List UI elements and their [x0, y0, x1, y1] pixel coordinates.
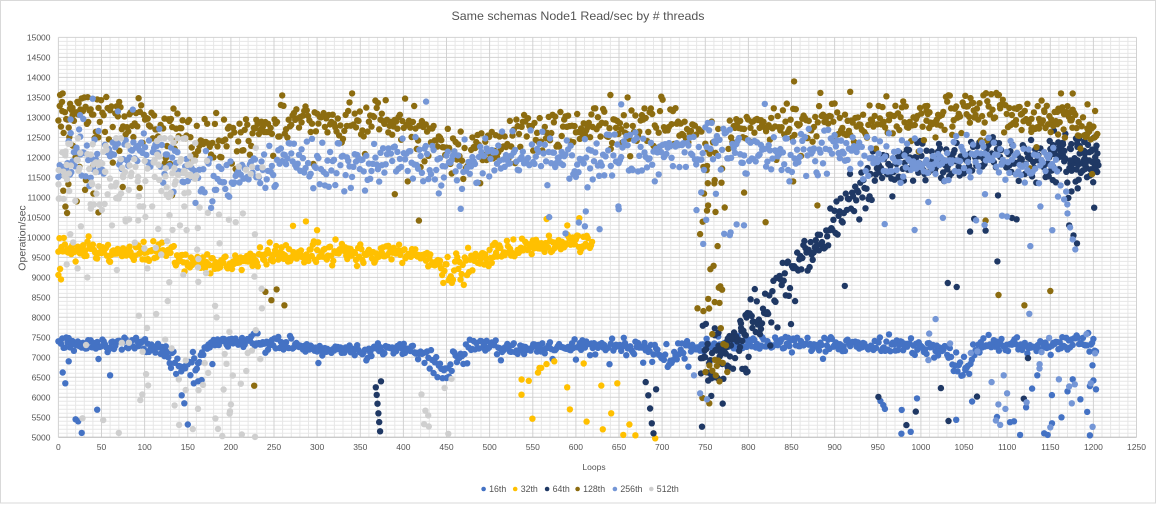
svg-text:7500: 7500	[32, 332, 51, 342]
svg-text:550: 550	[526, 442, 540, 452]
svg-text:16th: 16th	[489, 484, 506, 494]
svg-text:5500: 5500	[32, 412, 51, 422]
svg-text:500: 500	[483, 442, 497, 452]
svg-text:14000: 14000	[27, 72, 51, 82]
svg-text:6000: 6000	[32, 392, 51, 402]
svg-text:14500: 14500	[27, 52, 51, 62]
svg-text:800: 800	[741, 442, 755, 452]
svg-text:11000: 11000	[27, 192, 50, 202]
svg-text:12500: 12500	[27, 132, 51, 142]
svg-text:6500: 6500	[32, 372, 51, 382]
svg-text:13000: 13000	[27, 112, 51, 122]
svg-text:256th: 256th	[620, 484, 642, 494]
svg-text:11500: 11500	[27, 172, 50, 182]
svg-text:10500: 10500	[27, 212, 51, 222]
svg-text:900: 900	[828, 442, 842, 452]
svg-text:512th: 512th	[657, 484, 679, 494]
svg-text:Same schemas Node1 Read/sec b: Same schemas Node1 Read/sec by # threads	[452, 10, 705, 23]
svg-text:1200: 1200	[1084, 442, 1103, 452]
svg-text:200: 200	[224, 442, 238, 452]
svg-text:100: 100	[138, 442, 152, 452]
svg-text:1150: 1150	[1041, 442, 1060, 452]
svg-text:0: 0	[56, 442, 61, 452]
svg-text:8000: 8000	[32, 312, 51, 322]
svg-text:64th: 64th	[553, 484, 570, 494]
svg-text:7000: 7000	[32, 352, 51, 362]
svg-text:600: 600	[569, 442, 583, 452]
svg-text:1050: 1050	[955, 442, 974, 452]
svg-text:50: 50	[97, 442, 107, 452]
svg-text:128th: 128th	[583, 484, 605, 494]
svg-text:750: 750	[698, 442, 712, 452]
svg-text:700: 700	[655, 442, 669, 452]
svg-text:10000: 10000	[27, 232, 51, 242]
svg-text:Loops: Loops	[582, 462, 605, 472]
svg-text:150: 150	[181, 442, 195, 452]
svg-text:350: 350	[353, 442, 367, 452]
svg-text:650: 650	[612, 442, 626, 452]
svg-text:450: 450	[439, 442, 453, 452]
svg-text:Operation/sec: Operation/sec	[17, 205, 29, 270]
svg-text:1000: 1000	[911, 442, 930, 452]
svg-text:13500: 13500	[27, 92, 51, 102]
svg-text:15000: 15000	[27, 32, 51, 42]
svg-text:9500: 9500	[32, 252, 51, 262]
svg-text:400: 400	[396, 442, 410, 452]
svg-text:32th: 32th	[521, 484, 538, 494]
svg-text:1250: 1250	[1127, 442, 1146, 452]
svg-text:300: 300	[310, 442, 324, 452]
svg-text:1100: 1100	[998, 442, 1017, 452]
svg-text:8500: 8500	[32, 292, 51, 302]
svg-text:850: 850	[784, 442, 798, 452]
svg-text:950: 950	[871, 442, 885, 452]
svg-text:5000: 5000	[32, 432, 51, 442]
svg-text:9000: 9000	[32, 272, 51, 282]
svg-text:12000: 12000	[27, 152, 51, 162]
svg-text:250: 250	[267, 442, 281, 452]
